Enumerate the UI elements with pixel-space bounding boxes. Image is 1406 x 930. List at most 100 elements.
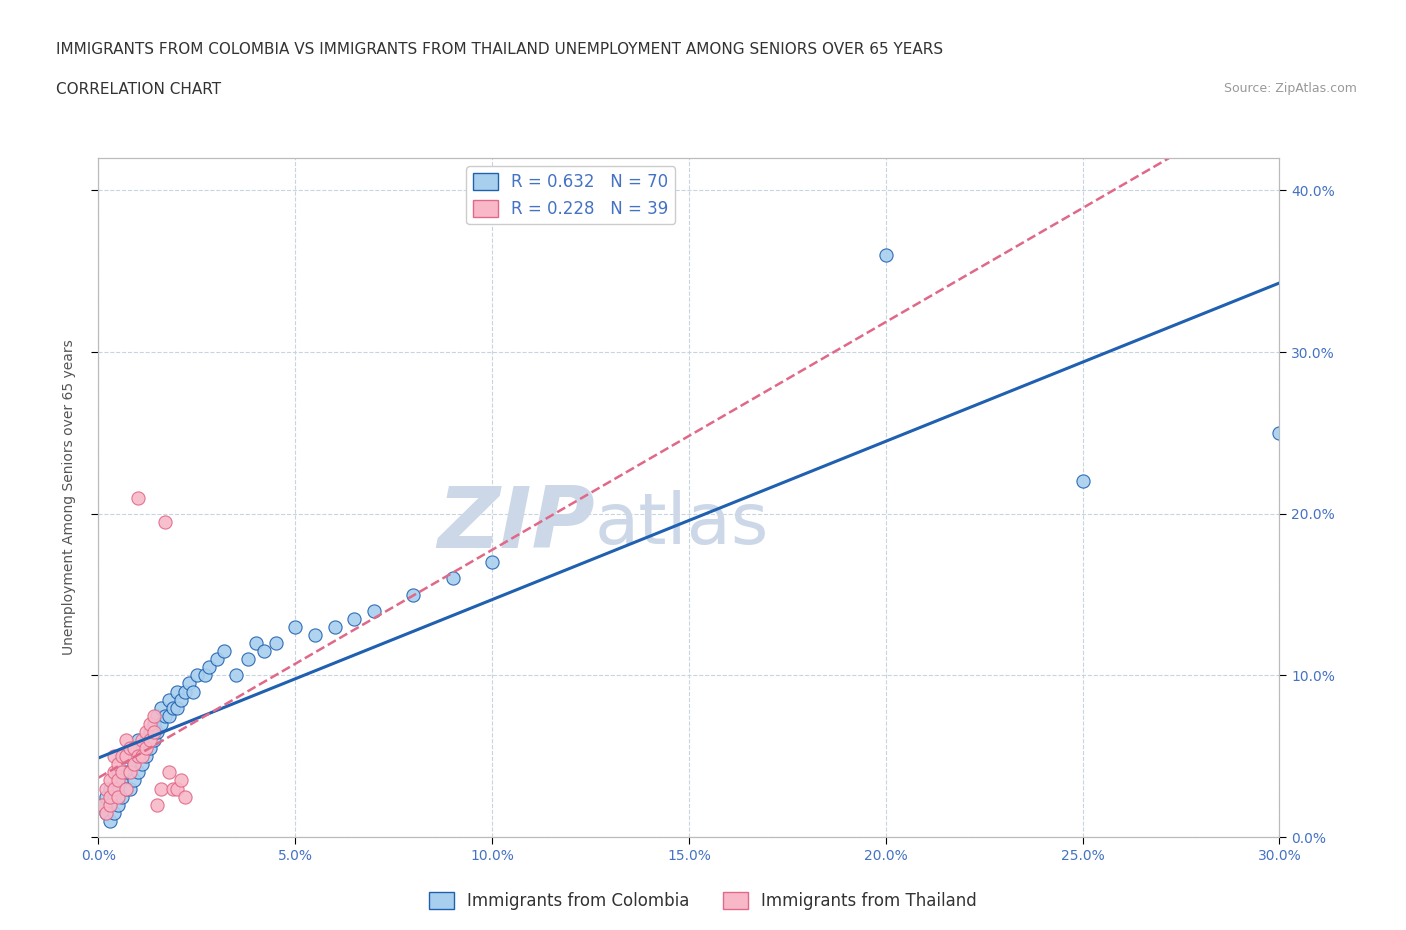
Point bbox=[115, 781, 138, 796]
Text: IMMIGRANTS FROM COLOMBIA VS IMMIGRANTS FROM THAILAND UNEMPLOYMENT AMONG SENIORS : IMMIGRANTS FROM COLOMBIA VS IMMIGRANTS F… bbox=[56, 42, 943, 57]
Point bbox=[115, 749, 138, 764]
Point bbox=[146, 709, 169, 724]
Point bbox=[107, 764, 129, 779]
Point bbox=[253, 644, 276, 658]
Point bbox=[135, 724, 157, 739]
Point bbox=[402, 587, 425, 602]
Y-axis label: Unemployment Among Seniors over 65 years: Unemployment Among Seniors over 65 years bbox=[62, 339, 76, 656]
Point bbox=[138, 733, 160, 748]
Point bbox=[115, 749, 138, 764]
Point bbox=[142, 733, 165, 748]
Point bbox=[146, 724, 169, 739]
Point bbox=[98, 797, 121, 812]
Point bbox=[107, 757, 129, 772]
Point bbox=[107, 781, 129, 796]
Point bbox=[245, 635, 267, 650]
Point bbox=[264, 635, 287, 650]
Point bbox=[115, 764, 138, 779]
Point bbox=[107, 797, 129, 812]
Point bbox=[103, 749, 125, 764]
Point bbox=[103, 764, 125, 779]
Point bbox=[98, 773, 121, 788]
Point bbox=[1268, 425, 1291, 440]
Point bbox=[115, 781, 138, 796]
Point bbox=[131, 733, 153, 748]
Point bbox=[96, 805, 118, 820]
Point bbox=[1071, 474, 1094, 489]
Point bbox=[481, 555, 503, 570]
Point bbox=[98, 814, 121, 829]
Point bbox=[174, 790, 197, 804]
Point bbox=[96, 781, 118, 796]
Point bbox=[135, 740, 157, 755]
Point bbox=[142, 724, 165, 739]
Point bbox=[166, 700, 188, 715]
Point bbox=[225, 668, 247, 683]
Point bbox=[166, 684, 188, 699]
Point bbox=[157, 709, 180, 724]
Point bbox=[122, 757, 145, 772]
Point bbox=[323, 619, 346, 634]
Point bbox=[127, 764, 149, 779]
Point bbox=[96, 790, 118, 804]
Point bbox=[98, 797, 121, 812]
Point bbox=[150, 700, 173, 715]
Point bbox=[115, 733, 138, 748]
Legend: Immigrants from Colombia, Immigrants from Thailand: Immigrants from Colombia, Immigrants fro… bbox=[422, 885, 984, 917]
Point bbox=[138, 716, 160, 731]
Point bbox=[150, 781, 173, 796]
Point bbox=[111, 764, 134, 779]
Point bbox=[127, 733, 149, 748]
Point bbox=[98, 781, 121, 796]
Point bbox=[118, 749, 141, 764]
Point bbox=[98, 790, 121, 804]
Point bbox=[111, 773, 134, 788]
Point bbox=[96, 805, 118, 820]
Point bbox=[127, 490, 149, 505]
Point bbox=[131, 757, 153, 772]
Point bbox=[135, 733, 157, 748]
Point bbox=[197, 660, 219, 675]
Point bbox=[363, 604, 385, 618]
Point bbox=[111, 764, 134, 779]
Point bbox=[127, 749, 149, 764]
Text: CORRELATION CHART: CORRELATION CHART bbox=[56, 82, 221, 97]
Point bbox=[103, 781, 125, 796]
Point bbox=[91, 797, 114, 812]
Point bbox=[131, 740, 153, 755]
Point bbox=[118, 781, 141, 796]
Point bbox=[157, 692, 180, 707]
Point bbox=[131, 749, 153, 764]
Point bbox=[177, 676, 200, 691]
Point bbox=[142, 709, 165, 724]
Point bbox=[122, 740, 145, 755]
Point bbox=[142, 716, 165, 731]
Point bbox=[166, 781, 188, 796]
Point bbox=[118, 764, 141, 779]
Point bbox=[170, 692, 193, 707]
Point bbox=[214, 644, 236, 658]
Point bbox=[103, 805, 125, 820]
Point bbox=[174, 684, 197, 699]
Point bbox=[122, 773, 145, 788]
Point bbox=[205, 652, 228, 667]
Point bbox=[304, 628, 326, 643]
Point bbox=[122, 740, 145, 755]
Legend: R = 0.632   N = 70, R = 0.228   N = 39: R = 0.632 N = 70, R = 0.228 N = 39 bbox=[467, 166, 675, 224]
Point bbox=[111, 790, 134, 804]
Point bbox=[162, 700, 184, 715]
Point bbox=[155, 514, 177, 529]
Point bbox=[91, 797, 114, 812]
Point bbox=[118, 764, 141, 779]
Point bbox=[157, 764, 180, 779]
Point bbox=[441, 571, 464, 586]
Text: atlas: atlas bbox=[595, 490, 769, 559]
Point bbox=[343, 611, 366, 626]
Point bbox=[150, 716, 173, 731]
Point bbox=[111, 749, 134, 764]
Point bbox=[181, 684, 204, 699]
Point bbox=[135, 749, 157, 764]
Point bbox=[138, 740, 160, 755]
Point bbox=[118, 740, 141, 755]
Point bbox=[103, 790, 125, 804]
